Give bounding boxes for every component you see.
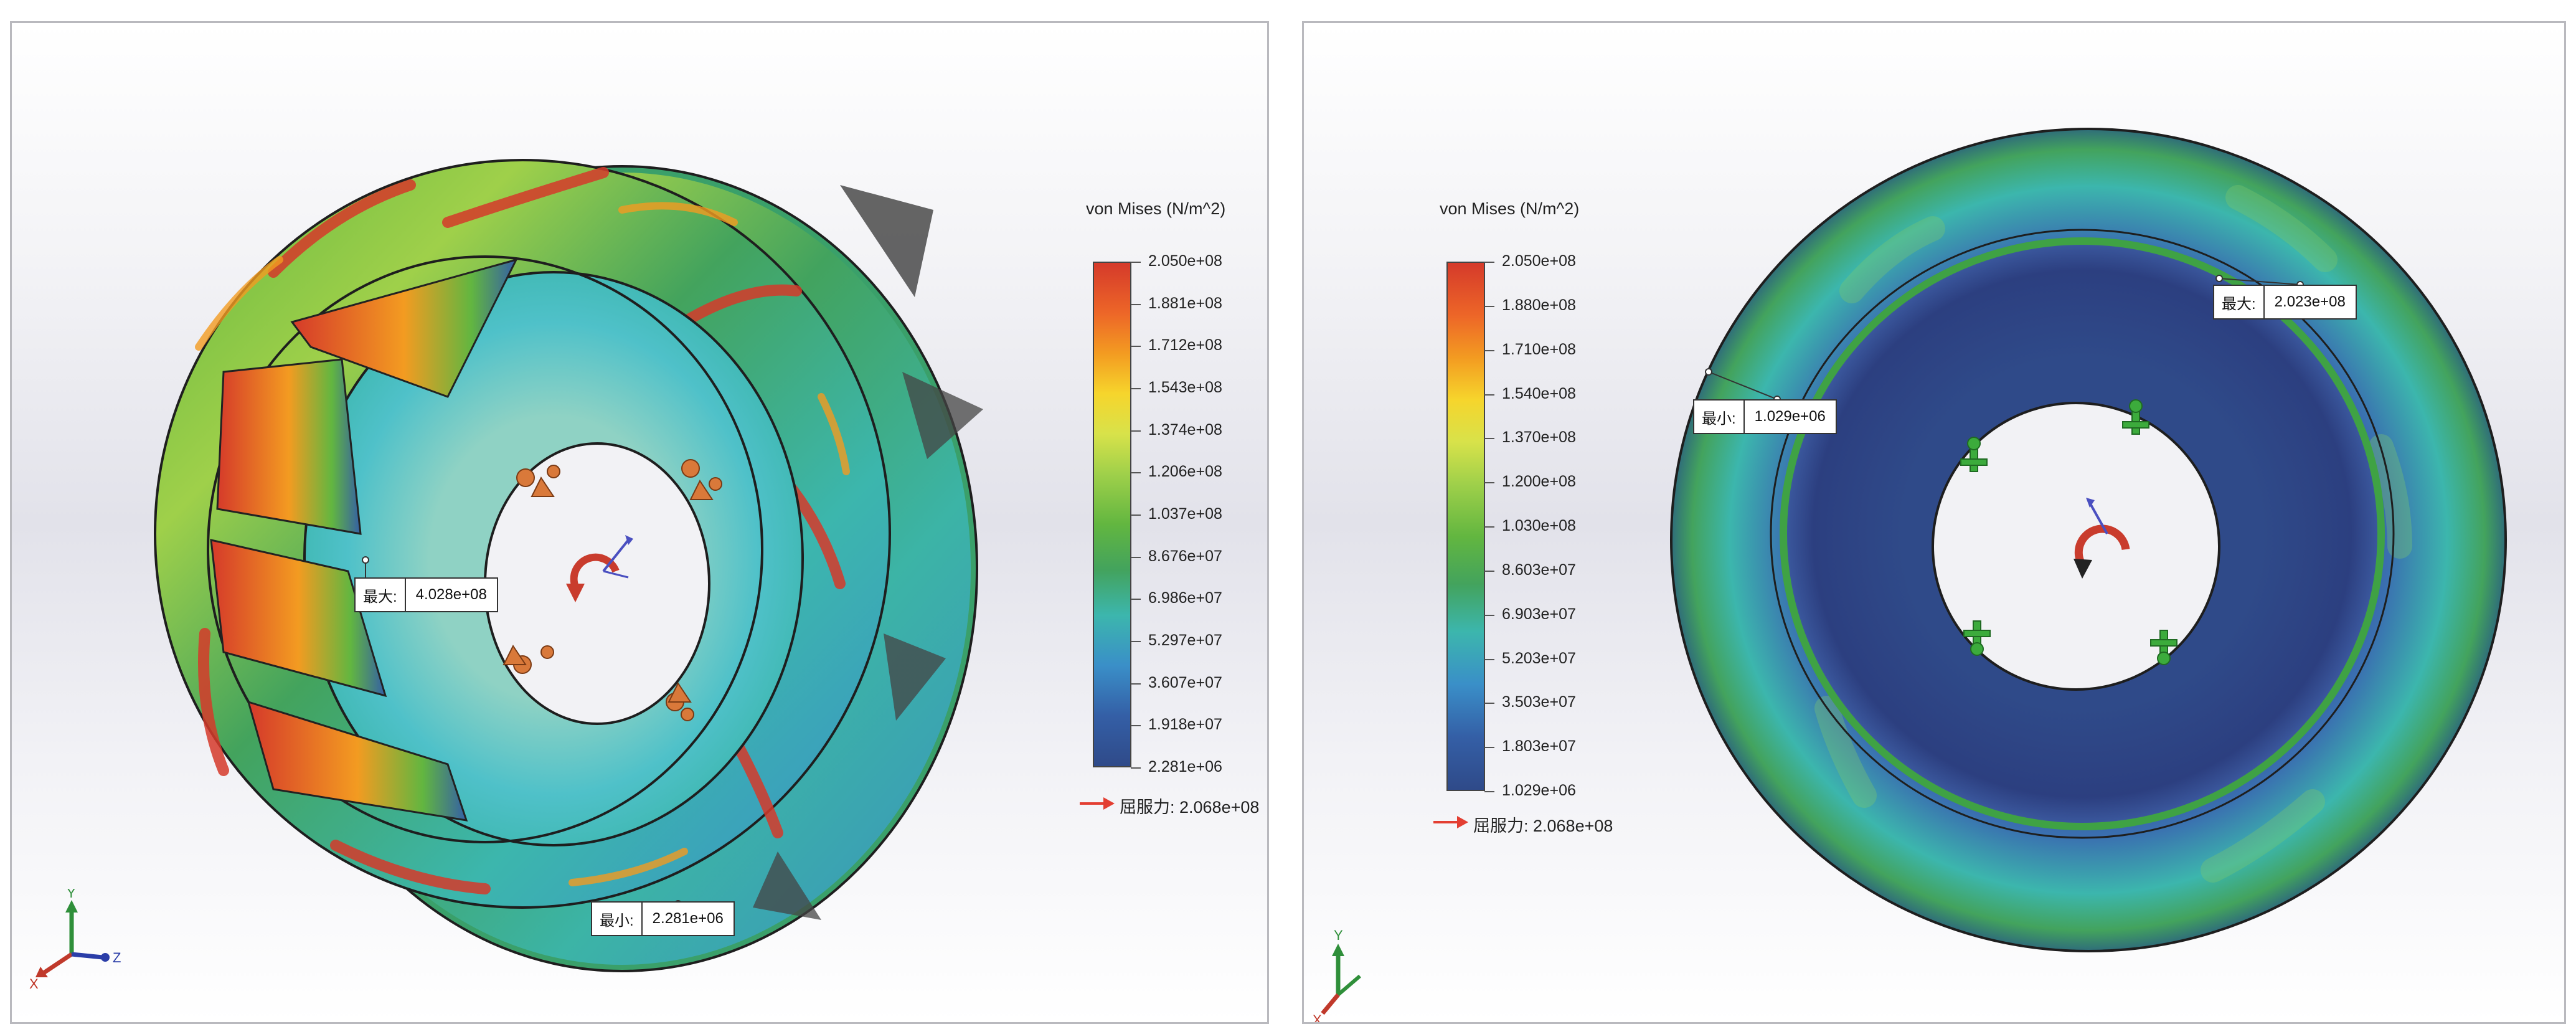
legend-tick-label: 6.986e+07: [1148, 589, 1222, 607]
legend-tick-mark: [1131, 725, 1141, 727]
legend-tick-label: 5.203e+07: [1502, 649, 1576, 667]
legend-tick-mark: [1484, 703, 1494, 704]
fixture-icon: [502, 459, 722, 721]
legend-tick-label: 1.206e+08: [1148, 463, 1222, 481]
legend-tick-mark: [1131, 472, 1141, 474]
legend-tick-mark: [1131, 599, 1141, 600]
blade: [247, 700, 468, 822]
stress-colorbar: [1446, 262, 1485, 791]
legend-tick-label: 1.918e+07: [1148, 716, 1222, 734]
legend-title: von Mises (N/m^2): [1440, 199, 1580, 218]
impeller-stress-plot: [154, 159, 983, 972]
legend-tick-label: 1.029e+06: [1502, 782, 1576, 799]
legend-tick-mark: [1131, 262, 1141, 263]
triad-y-label: Y: [1334, 927, 1343, 943]
legend-tick-mark: [1131, 641, 1141, 642]
legend-tick-label: 3.503e+07: [1502, 693, 1576, 711]
blade: [216, 358, 362, 535]
legend-tick-mark: [1484, 658, 1494, 660]
legend-tick-mark: [1131, 514, 1141, 516]
coordinate-triad-icon: Y X: [1313, 927, 1361, 1024]
legend-tick-mark: [1484, 570, 1494, 572]
legend-tick-label: 6.903e+07: [1502, 605, 1576, 623]
legend-tick-mark: [1484, 349, 1494, 351]
fixture-icon: [1960, 399, 2177, 665]
rotation-load-icon: [2074, 498, 2130, 579]
legend-tick-mark: [1131, 683, 1141, 685]
legend-tick-mark: [1484, 791, 1494, 792]
legend-tick-label: 8.603e+07: [1502, 561, 1576, 579]
legend-tick-label: 5.297e+07: [1148, 632, 1222, 649]
blade: [290, 258, 518, 398]
legend-tick-mark: [1131, 388, 1141, 389]
legend-tick-mark: [1484, 394, 1494, 396]
callout-value: 1.029e+06: [1754, 408, 1826, 425]
min-stress-callout[interactable]: 最小: 2.281e+06: [591, 901, 735, 936]
legend-tick-mark: [1484, 305, 1494, 307]
yield-strength-row: 屈服力: 2.068e+08: [1432, 810, 1669, 835]
legend-tick-mark: [1484, 262, 1494, 263]
legend-tick-mark: [1484, 614, 1494, 616]
blade: [210, 539, 387, 698]
max-stress-callout[interactable]: 最大: 4.028e+08: [354, 577, 498, 612]
coordinate-triad-icon: Y X Z: [29, 889, 121, 992]
legend-tick-label: 1.881e+08: [1148, 294, 1222, 312]
legend-tick-mark: [1131, 303, 1141, 305]
legend-tick-label: 1.030e+08: [1502, 517, 1576, 534]
legend-tick-mark: [1484, 482, 1494, 484]
legend-tick-label: 1.540e+08: [1502, 384, 1576, 402]
stress-colorbar: [1093, 262, 1131, 767]
legend-tick-mark: [1131, 346, 1141, 348]
callout-key: 最大:: [2214, 286, 2265, 318]
legend-tick-label: 1.374e+08: [1148, 420, 1222, 439]
yield-strength-label: 屈服力: 2.068e+08: [1473, 817, 1613, 835]
stress-legend-right: von Mises (N/m^2) 屈服力: 2.068e+08 2.050e+…: [1432, 187, 1663, 835]
legend-tick-label: 1.370e+08: [1502, 429, 1576, 447]
legend-tick-mark: [1131, 430, 1141, 432]
legend-tick-label: 2.050e+08: [1502, 252, 1576, 270]
legend-tick-label: 1.880e+08: [1502, 296, 1576, 314]
legend-tick-label: 2.050e+08: [1148, 252, 1222, 270]
triad-x-label: X: [29, 976, 39, 992]
callout-key: 最小:: [592, 903, 643, 935]
legend-tick-label: 1.200e+08: [1502, 473, 1576, 491]
legend-tick-mark: [1484, 747, 1494, 749]
legend-tick-label: 2.281e+06: [1148, 758, 1222, 775]
legend-tick-mark: [1484, 526, 1494, 528]
triad-y-label: Y: [67, 889, 76, 901]
legend-tick-mark: [1131, 767, 1141, 769]
callout-key: 最大:: [356, 579, 406, 611]
triad-x-label: X: [1313, 1012, 1322, 1024]
stress-streaks: [198, 167, 846, 894]
callout-value: 2.023e+08: [2274, 293, 2346, 310]
legend-tick-label: 8.676e+07: [1148, 547, 1222, 565]
stress-streaks: [1814, 185, 2412, 883]
max-stress-callout[interactable]: 最大: 2.023e+08: [2213, 285, 2357, 320]
triad-z-label: Z: [113, 950, 121, 965]
yield-arrow-icon: [1080, 797, 1115, 810]
left-viewport[interactable]: 最大: 4.028e+08 最小: 2.281e+06 Y X Z: [10, 21, 1269, 1024]
callout-value: 2.281e+06: [652, 910, 724, 927]
legend-tick-label: 1.712e+08: [1148, 336, 1222, 354]
impeller-stress-plot: [1670, 128, 2507, 952]
yield-arrow-icon: [1433, 816, 1468, 828]
legend-tick-label: 1.037e+08: [1148, 505, 1222, 523]
legend-tick-label: 1.803e+07: [1502, 737, 1576, 756]
yield-strength-label: 屈服力: 2.068e+08: [1120, 798, 1260, 817]
legend-tick-label: 3.607e+07: [1148, 673, 1222, 691]
legend-title: von Mises (N/m^2): [1086, 199, 1226, 218]
legend-tick-label: 1.710e+08: [1502, 340, 1576, 358]
stress-legend-left: von Mises (N/m^2) 屈服力: 2.068e+08 2.050e+…: [1078, 187, 1309, 817]
hub-hole: [484, 442, 710, 725]
right-viewport[interactable]: 最大: 2.023e+08 最小: 1.029e+06 Y X: [1302, 21, 2566, 1024]
rotation-load-icon: [566, 535, 633, 602]
legend-tick-mark: [1131, 556, 1141, 558]
min-stress-callout[interactable]: 最小: 1.029e+06: [1693, 399, 1837, 434]
legend-tick-mark: [1484, 438, 1494, 440]
callout-value: 4.028e+08: [415, 586, 487, 603]
callout-key: 最小:: [1694, 401, 1745, 433]
legend-tick-label: 1.543e+08: [1148, 379, 1222, 396]
yield-strength-row: 屈服力: 2.068e+08: [1078, 791, 1315, 817]
